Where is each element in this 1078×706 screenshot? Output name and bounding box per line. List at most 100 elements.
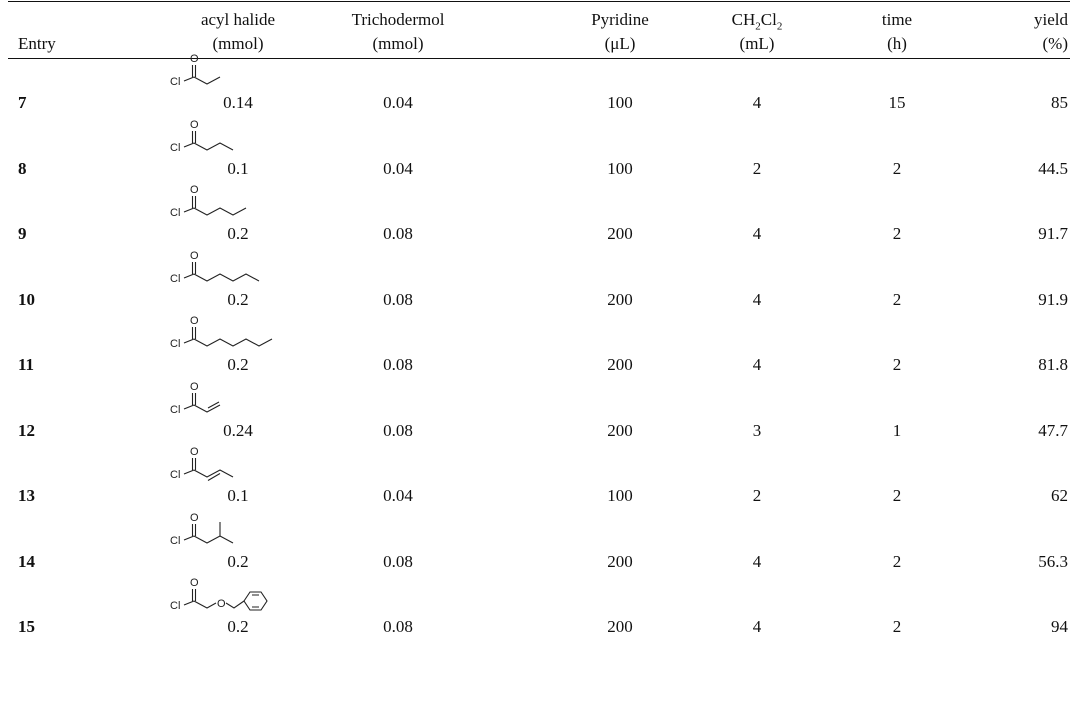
cell-ch2-13: 2 [752,486,762,505]
cell-yield-15: 94 [1051,617,1068,636]
cell-acyl-8: 0.1 [227,158,249,178]
cell-time-8: 2 [892,158,902,178]
cell-ch2-9: 4 [752,224,762,243]
cell-time-12: 1 [892,420,902,440]
oxygen-label: O [190,446,199,458]
cell-entry-7: 7 [18,93,27,112]
cell-tri-14: 0.08 [383,551,413,571]
oxygen-label: O [190,53,199,65]
oxygen-label: O [190,381,199,393]
acyl-structure-10: Cl O [170,250,260,285]
cell-ch2-10: 4 [752,289,762,309]
cell-ch2-12: 3 [752,420,762,440]
oxygen-label: O [190,184,199,196]
cell-pyr-12: 200 [607,420,633,440]
cell-acyl-9: 0.2 [227,224,249,243]
cell-yield-10: 91.9 [1038,289,1068,309]
cell-tri-11: 0.08 [383,355,413,374]
cell-pyr-8: 100 [607,158,633,178]
cell-time-7: 15 [888,93,906,112]
cell-acyl-11: 0.2 [227,355,249,374]
cell-pyr-13: 100 [607,486,633,505]
cell-yield-14: 56.3 [1038,551,1068,571]
cell-acyl-7: 0.14 [223,93,253,112]
cell-time-9: 2 [892,224,902,243]
cell-entry-15: 15 [18,617,35,636]
header-rule [8,58,1070,60]
acyl-structure-8: Cl O [170,119,234,154]
header-entry-line2: Entry [18,34,56,53]
cell-tri-8: 0.04 [383,158,413,178]
header-time-line1: time [881,10,913,29]
acyl-structure-13: Cl O [170,446,234,481]
cell-acyl-14: 0.2 [227,551,249,571]
cell-acyl-13: 0.1 [227,486,249,505]
header-acyl-line1: acyl halide [200,10,276,29]
cell-time-15: 2 [892,617,902,636]
chlorine-label: Cl [170,338,180,350]
cell-tri-13: 0.04 [383,486,413,505]
cell-pyr-11: 200 [607,355,633,374]
cell-yield-8: 44.5 [1038,158,1068,178]
acyl-structure-9: Cl O [170,184,247,219]
cell-pyr-15: 200 [607,617,633,636]
cell-acyl-15: 0.2 [227,617,249,636]
chlorine-label: Cl [170,469,180,481]
acyl-structure-14: Cl O [170,512,234,547]
cell-yield-12: 47.7 [1038,420,1068,440]
header-pyr-line2: (μL) [604,34,636,53]
top-rule [8,1,1070,3]
cell-entry-10: 10 [18,289,35,309]
cell-entry-11: 11 [18,355,35,374]
cell-entry-9: 9 [18,224,27,243]
oxygen-label: O [190,119,199,131]
cell-tri-9: 0.08 [383,224,413,243]
cell-ch2-8: 2 [752,158,762,178]
header-tri-line2: (mmol) [372,34,424,53]
cell-entry-14: 14 [18,551,35,571]
cell-acyl-12: 0.24 [223,420,253,440]
header-yield-line2: (%) [1042,34,1068,53]
cell-entry-12: 12 [18,420,35,440]
cell-ch2-14: 4 [752,551,762,571]
chlorine-label: Cl [170,535,180,547]
cell-ch2-15: 4 [752,617,762,636]
acyl-structure-12: Cl O [170,381,221,416]
acyl-structure-7: Cl O [170,53,221,88]
chlorine-label: Cl [170,142,180,154]
cell-entry-13: 13 [18,486,35,505]
header-time-line2: (h) [887,34,907,53]
oxygen-label: O [190,512,199,524]
cell-tri-7: 0.04 [383,93,413,112]
chlorine-label: Cl [170,207,180,219]
cell-time-14: 2 [892,551,902,571]
cell-time-11: 2 [892,355,902,374]
chlorine-label: Cl [170,600,180,612]
cell-ch2-11: 4 [752,355,762,374]
oxygen-label: O [190,577,199,589]
cell-tri-12: 0.08 [383,420,413,440]
cell-time-10: 2 [892,289,902,309]
header-pyr-line1: Pyridine [591,10,649,29]
cell-entry-8: 8 [18,158,27,178]
acyl-structure-11: Cl O [170,315,273,350]
cell-tri-10: 0.08 [383,289,413,309]
chlorine-label: Cl [170,273,180,285]
cell-pyr-9: 200 [607,224,633,243]
header-yield-line1: yield [1034,10,1068,29]
chlorine-label: Cl [170,404,180,416]
cell-pyr-10: 200 [607,289,633,309]
cell-yield-11: 81.8 [1038,355,1068,374]
cell-acyl-10: 0.2 [227,289,249,309]
cell-yield-9: 91.7 [1038,224,1068,243]
acyl-structure-15: Cl O O [170,577,268,612]
cell-ch2-7: 4 [752,93,762,112]
oxygen-label: O [190,250,199,262]
cell-yield-13: 62 [1051,486,1068,505]
cell-tri-15: 0.08 [383,617,413,636]
cell-pyr-14: 200 [607,551,633,571]
oxygen-label: O [190,315,199,327]
header-ch2-line1: CH2Cl2 [731,10,783,33]
svg-text:O: O [217,598,226,610]
